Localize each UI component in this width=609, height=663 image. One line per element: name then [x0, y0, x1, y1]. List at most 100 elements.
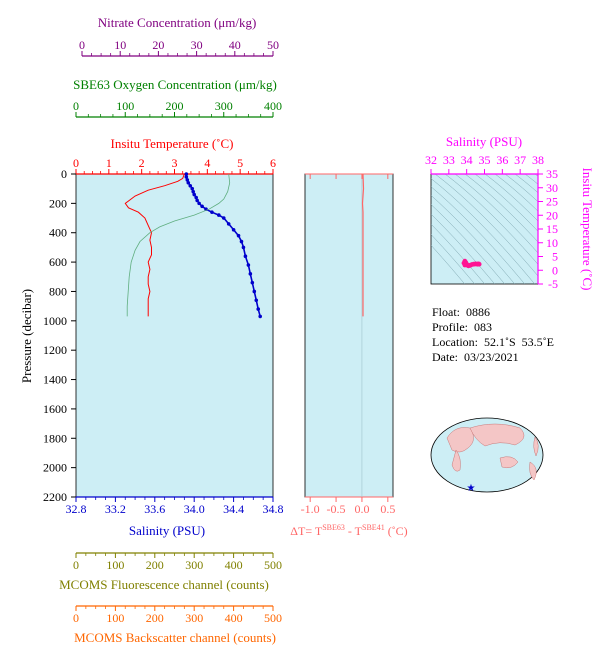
- density-contour: [514, 174, 538, 194]
- ts-series: [461, 258, 482, 269]
- backscatter-tick-label: 100: [106, 611, 124, 625]
- pressure-tick-label: 1400: [43, 373, 67, 387]
- pressure-tick-label: 0: [61, 167, 67, 181]
- salinity-axis-label: Salinity (PSU): [129, 523, 205, 538]
- salinity-tick-label: 34.0: [184, 502, 205, 516]
- ts-x-tick-label: 36: [496, 153, 508, 167]
- pressure-tick-label: 800: [49, 284, 67, 298]
- density-contour: [431, 204, 505, 284]
- salinity-point: [248, 272, 253, 276]
- salinity-point: [236, 233, 241, 238]
- salinity-point: [191, 189, 196, 194]
- delta-tick-label: 0.0: [354, 502, 369, 516]
- ts-salinity-title: Salinity (PSU): [446, 134, 522, 149]
- salinity-tick-label: 34.8: [263, 502, 284, 516]
- salinity-point: [185, 178, 190, 182]
- density-contour: [454, 174, 538, 254]
- pressure-tick-label: 200: [49, 196, 67, 210]
- oxygen-line: [126, 173, 231, 317]
- ts-x-tick-label: 37: [514, 153, 526, 167]
- salinity-point: [210, 210, 214, 214]
- pressure-tick-label: 600: [49, 255, 67, 269]
- world-map: ★: [430, 417, 544, 494]
- salinity-point: [221, 216, 226, 220]
- main-plot-area: [75, 173, 274, 498]
- oxygen-axis: 0 100 200 300 400: [73, 99, 282, 118]
- temperature-tick-label: 5: [237, 156, 243, 170]
- temperature-tick-label: 2: [139, 156, 145, 170]
- temperature-axis: 0 1 2 3 4 5 6: [73, 156, 276, 175]
- profile-date: Date: 03/23/2021: [432, 350, 519, 364]
- salinity-point: [190, 186, 195, 191]
- nitrate-tick-label: 0: [79, 38, 85, 52]
- ts-y-tick-label: -5: [548, 277, 558, 291]
- fluorescence-tick-label: 500: [264, 558, 282, 572]
- nitrate-tick-label: 40: [229, 38, 241, 52]
- backscatter-tick-label: 400: [225, 611, 243, 625]
- salinity-point: [243, 254, 248, 259]
- ts-x-tick-label: 35: [479, 153, 491, 167]
- density-contour: [524, 174, 538, 185]
- density-contour: [534, 174, 538, 177]
- delta-tick-label: -1.0: [301, 502, 320, 516]
- temperature-line: [124, 173, 185, 317]
- density-contour: [431, 178, 535, 284]
- salinity-tick-label: 32.8: [66, 502, 87, 516]
- backscatter-axis: 0 100 200 300 400 500: [73, 605, 282, 625]
- pressure-tick-label: 400: [49, 226, 67, 240]
- salinity-point: [258, 314, 262, 319]
- temperature-tick-label: 4: [204, 156, 210, 170]
- pressure-tick-label: 2000: [43, 461, 67, 475]
- salinity-point: [200, 204, 204, 209]
- float-id: Float: 0886: [432, 305, 491, 319]
- temperature-tick-label: 1: [106, 156, 112, 170]
- fluorescence-tick-label: 200: [146, 558, 164, 572]
- density-contour: [431, 186, 525, 284]
- pressure-tick-label: 1000: [43, 314, 67, 328]
- nitrate-tick-label: 10: [114, 38, 126, 52]
- nitrate-axis: 0 10 20 30 40 50: [79, 38, 279, 57]
- salinity-point: [217, 213, 221, 217]
- temperature-axis-title: Insitu Temperature (˚C): [110, 136, 233, 151]
- ts-y-tick-label: 15: [546, 222, 558, 236]
- nitrate-tick-label: 50: [267, 38, 279, 52]
- salinity-point: [194, 195, 198, 200]
- backscatter-tick-label: 0: [73, 611, 79, 625]
- ts-y-tick-label: 30: [546, 181, 558, 195]
- oxygen-tick-label: 200: [166, 99, 184, 113]
- fluorescence-tick-label: 0: [73, 558, 79, 572]
- delta-line: [361, 173, 365, 317]
- salinity-point: [231, 227, 236, 232]
- salinity-axis: 32.8 33.2 33.6 34.0 34.4 34.8: [66, 496, 284, 516]
- delta-axis: -1.0 -0.5 0.0 0.5: [301, 173, 395, 516]
- salinity-point: [226, 222, 231, 226]
- density-contour: [431, 223, 485, 284]
- ts-x-tick-label: 33: [443, 153, 455, 167]
- salinity-point: [192, 192, 196, 197]
- profile-series: [124, 172, 262, 319]
- salinity-point: [184, 172, 189, 176]
- density-contour: [531, 164, 609, 304]
- salinity-point: [239, 239, 244, 244]
- float-location: Location: 52.1˚S 53.5˚E: [432, 335, 554, 349]
- salinity-tick-label: 34.4: [223, 502, 244, 516]
- delta-axis-label: ΔT= TSBE63 - TSBE41 (˚C): [290, 523, 407, 538]
- ts-temperature-label: Insitu Temperature (˚C): [580, 167, 595, 290]
- backscatter-tick-label: 200: [146, 611, 164, 625]
- nitrate-tick-label: 20: [152, 38, 164, 52]
- delta-tick-label: 0.5: [380, 502, 395, 516]
- pressure-axis-label: Pressure (decibar): [19, 289, 34, 383]
- delta-series: [361, 173, 365, 317]
- delta-plot-area: [304, 173, 394, 498]
- ts-plot-area: [430, 173, 539, 285]
- pressure-tick-label: 1200: [43, 343, 67, 357]
- salinity-tick-label: 33.2: [105, 502, 126, 516]
- density-contour: [431, 234, 475, 284]
- fluorescence-axis: 0 100 200 300 400 500: [73, 552, 282, 572]
- pressure-tick-label: 1800: [43, 431, 67, 445]
- oxygen-tick-label: 100: [116, 99, 134, 113]
- pressure-tick-label: 2200: [43, 490, 67, 504]
- ts-y-tick-label: 5: [552, 250, 558, 264]
- salinity-point: [246, 263, 251, 267]
